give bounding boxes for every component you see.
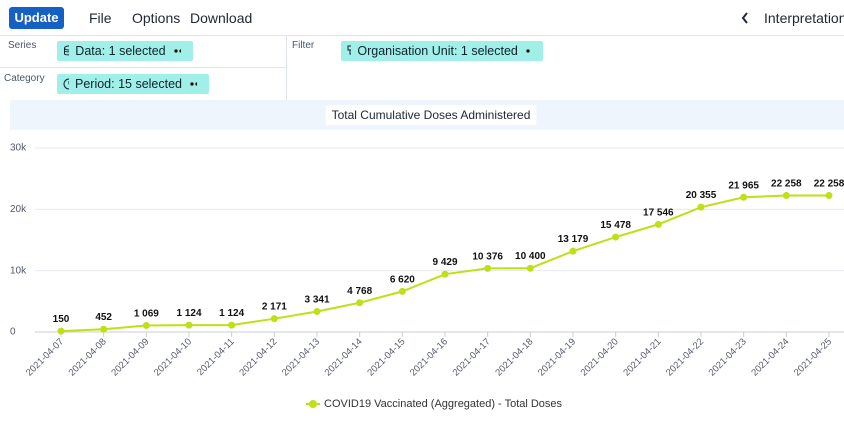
point — [228, 321, 236, 329]
point — [142, 321, 150, 329]
point — [356, 299, 364, 307]
x-tick-label: 2021-04-09 — [109, 336, 151, 378]
legend-swatch — [309, 400, 317, 408]
data-label: 1 124 — [176, 308, 201, 319]
data-label: 10 400 — [515, 251, 546, 262]
point — [57, 327, 65, 335]
point — [398, 287, 406, 295]
category-label: Category — [4, 73, 45, 84]
point — [484, 264, 492, 272]
chip-text: Period: 15 selected — [75, 77, 183, 91]
data-label: 9 429 — [432, 257, 457, 268]
data-label: 452 — [95, 312, 112, 323]
x-tick-label: 2021-04-10 — [152, 336, 194, 378]
data-label: 2 171 — [262, 302, 287, 313]
x-tick-label: 2021-04-08 — [67, 336, 109, 378]
data-label: 17 546 — [643, 207, 674, 218]
icon — [63, 78, 69, 90]
point — [740, 193, 748, 201]
y-tick-label: 20k — [10, 204, 27, 215]
chip-text: Data: 1 selected — [75, 44, 166, 58]
x-tick-label: 2021-04-21 — [621, 336, 663, 378]
filter-chip[interactable]: Organisation Unit: 1 selected — [341, 41, 543, 61]
point — [569, 247, 577, 255]
data-label: 15 478 — [600, 220, 631, 231]
legend-label: COVID19 Vaccinated (Aggregated) - Total … — [324, 398, 563, 410]
menu-file[interactable]: File — [89, 10, 112, 26]
x-tick-label: 2021-04-14 — [323, 336, 365, 378]
point — [100, 325, 108, 333]
point — [825, 191, 833, 199]
x-tick-label: 2021-04-13 — [280, 336, 322, 378]
x-tick-label: 2021-04-19 — [536, 336, 578, 378]
interpretations-toggle[interactable]: Interpretations — [764, 10, 844, 26]
data-label: 20 355 — [686, 190, 717, 201]
chevron-icon[interactable] — [740, 11, 750, 25]
point — [185, 321, 193, 329]
x-tick-label: 2021-04-18 — [493, 336, 535, 378]
data-label: 21 965 — [728, 180, 759, 191]
point — [441, 270, 449, 278]
y-tick-label: 30k — [10, 143, 27, 154]
x-tick-label: 2021-04-17 — [451, 336, 493, 378]
more-icon[interactable] — [526, 49, 531, 53]
data-label: 1 069 — [134, 308, 159, 319]
divider — [286, 36, 287, 100]
data-label: 1 124 — [219, 308, 244, 319]
point — [697, 203, 705, 211]
point — [612, 233, 620, 241]
x-tick-label: 2021-04-12 — [237, 336, 279, 378]
y-tick-label: 10k — [10, 265, 27, 276]
point — [313, 308, 321, 316]
x-tick-label: 2021-04-15 — [365, 336, 407, 378]
series-label: Series — [8, 40, 37, 51]
point — [270, 315, 278, 323]
x-tick-label: 2021-04-24 — [749, 336, 791, 378]
more-icon[interactable] — [190, 82, 197, 86]
category-chip[interactable]: Period: 15 selected — [57, 74, 209, 94]
chip-text: Organisation Unit: 1 selected — [357, 44, 518, 58]
toolbar: Update File Options Download Interpretat… — [0, 0, 844, 36]
series-chip[interactable]: Data: 1 selected — [57, 41, 193, 61]
x-tick-label: 2021-04-20 — [579, 336, 621, 378]
divider — [0, 67, 286, 68]
x-tick-label: 2021-04-16 — [408, 336, 450, 378]
data-label: 4 768 — [347, 286, 372, 297]
point — [782, 191, 790, 199]
layout-panel: Series Data: 1 selected Category Period:… — [0, 36, 844, 100]
data-label: 6 620 — [390, 274, 415, 285]
data-label: 10 376 — [472, 251, 503, 262]
x-tick-label: 2021-04-11 — [195, 336, 237, 378]
data-label: 22 258 — [771, 178, 802, 189]
x-tick-label: 2021-04-07 — [24, 336, 66, 378]
y-tick-label: 0 — [10, 327, 16, 338]
x-tick-label: 2021-04-23 — [707, 336, 749, 378]
point — [526, 264, 534, 272]
more-icon[interactable] — [174, 49, 181, 53]
data-label: 22 258 — [814, 178, 844, 189]
x-tick-label: 2021-04-22 — [664, 336, 706, 378]
x-tick-label: 2021-04-25 — [792, 336, 834, 378]
update-button[interactable]: Update — [9, 7, 64, 29]
data-label: 3 341 — [304, 295, 329, 306]
icon — [347, 45, 352, 55]
menu-options[interactable]: Options — [132, 10, 181, 26]
data-label: 13 179 — [558, 234, 589, 245]
data-label: 150 — [53, 314, 70, 325]
title-box — [325, 105, 537, 125]
menu-download[interactable]: Download — [190, 10, 253, 26]
filter-label: Filter — [292, 40, 315, 51]
icon — [64, 45, 70, 56]
chart: Total Cumulative Doses Administered 0 10k… — [10, 100, 844, 410]
chart-title: Total Cumulative Doses Administered — [332, 108, 531, 122]
point — [654, 220, 662, 228]
